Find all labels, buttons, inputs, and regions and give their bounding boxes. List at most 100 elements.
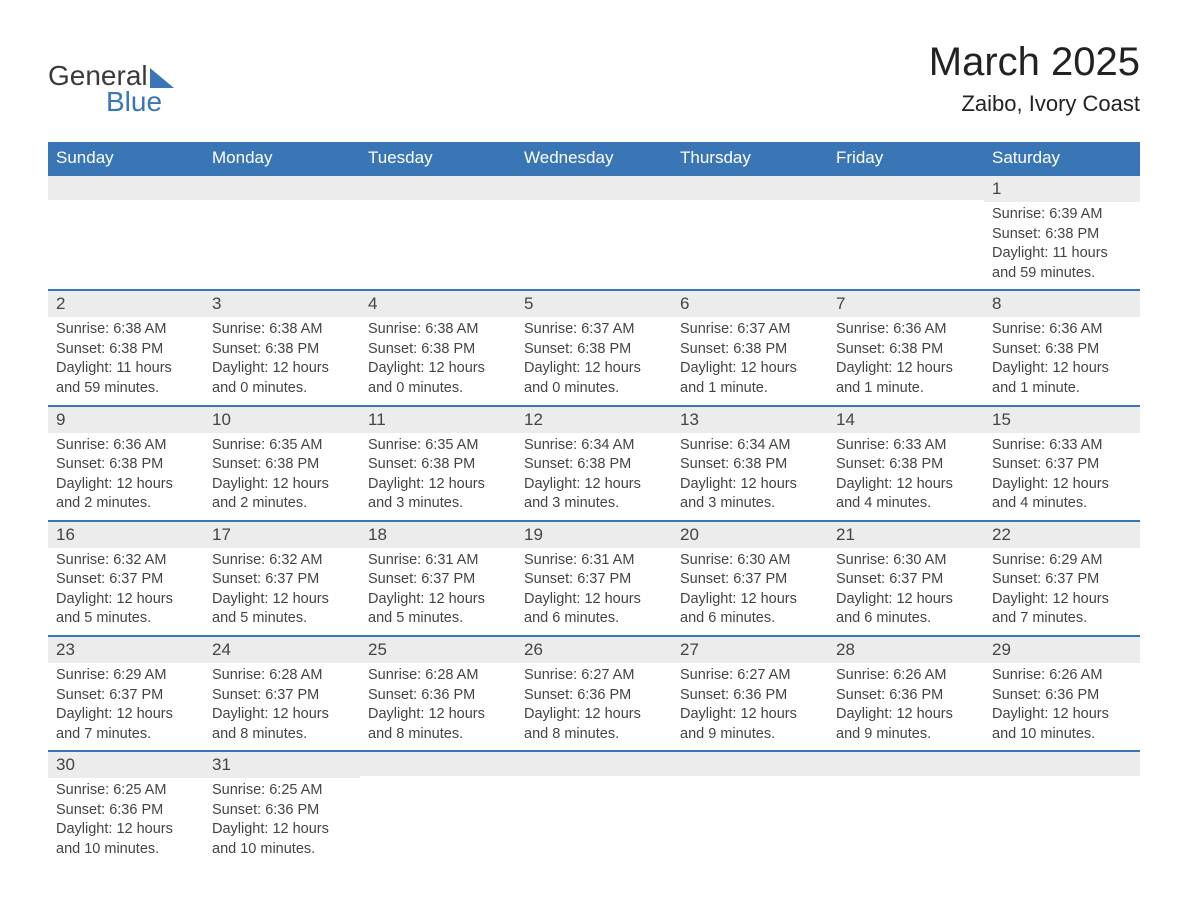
sunrise-text: Sunrise: 6:29 AM bbox=[992, 551, 1132, 571]
calendar-cell: 8Sunrise: 6:36 AMSunset: 6:38 PMDaylight… bbox=[984, 290, 1140, 405]
dayhead-wed: Wednesday bbox=[516, 142, 672, 175]
sunset-text: Sunset: 6:37 PM bbox=[368, 570, 508, 590]
day-number: 21 bbox=[828, 522, 984, 548]
day-number: 5 bbox=[516, 291, 672, 317]
dayhead-sat: Saturday bbox=[984, 142, 1140, 175]
calendar-cell: 16Sunrise: 6:32 AMSunset: 6:37 PMDayligh… bbox=[48, 521, 204, 636]
daylight-text: Daylight: 12 hours and 9 minutes. bbox=[680, 705, 820, 744]
daylight-text: Daylight: 12 hours and 5 minutes. bbox=[56, 590, 196, 629]
daylight-text: Daylight: 12 hours and 8 minutes. bbox=[212, 705, 352, 744]
sunset-text: Sunset: 6:38 PM bbox=[56, 455, 196, 475]
day-number: 25 bbox=[360, 637, 516, 663]
logo: General Blue bbox=[48, 60, 174, 118]
dayhead-fri: Friday bbox=[828, 142, 984, 175]
daylight-text: Daylight: 12 hours and 3 minutes. bbox=[368, 475, 508, 514]
calendar-cell: 11Sunrise: 6:35 AMSunset: 6:38 PMDayligh… bbox=[360, 406, 516, 521]
day-number: 6 bbox=[672, 291, 828, 317]
calendar-cell bbox=[828, 175, 984, 290]
sunrise-text: Sunrise: 6:33 AM bbox=[992, 436, 1132, 456]
sunrise-text: Sunrise: 6:26 AM bbox=[836, 666, 976, 686]
day-number: 9 bbox=[48, 407, 204, 433]
sunset-text: Sunset: 6:36 PM bbox=[680, 686, 820, 706]
calendar-cell bbox=[672, 751, 828, 865]
sunrise-text: Sunrise: 6:36 AM bbox=[56, 436, 196, 456]
daylight-text: Daylight: 12 hours and 3 minutes. bbox=[680, 475, 820, 514]
day-number: 16 bbox=[48, 522, 204, 548]
day-number: 30 bbox=[48, 752, 204, 778]
calendar-cell: 26Sunrise: 6:27 AMSunset: 6:36 PMDayligh… bbox=[516, 636, 672, 751]
day-number: 22 bbox=[984, 522, 1140, 548]
day-content bbox=[828, 776, 984, 846]
sunset-text: Sunset: 6:38 PM bbox=[680, 340, 820, 360]
daylight-text: Daylight: 11 hours and 59 minutes. bbox=[56, 359, 196, 398]
daylight-text: Daylight: 12 hours and 1 minute. bbox=[680, 359, 820, 398]
day-number: 17 bbox=[204, 522, 360, 548]
day-content bbox=[516, 200, 672, 270]
calendar-cell bbox=[360, 751, 516, 865]
day-content: Sunrise: 6:31 AMSunset: 6:37 PMDaylight:… bbox=[516, 548, 672, 635]
calendar-cell bbox=[360, 175, 516, 290]
day-content: Sunrise: 6:31 AMSunset: 6:37 PMDaylight:… bbox=[360, 548, 516, 635]
sunset-text: Sunset: 6:38 PM bbox=[524, 340, 664, 360]
calendar-cell bbox=[984, 751, 1140, 865]
day-content bbox=[48, 200, 204, 270]
calendar-cell: 18Sunrise: 6:31 AMSunset: 6:37 PMDayligh… bbox=[360, 521, 516, 636]
calendar-cell: 27Sunrise: 6:27 AMSunset: 6:36 PMDayligh… bbox=[672, 636, 828, 751]
sunset-text: Sunset: 6:37 PM bbox=[56, 570, 196, 590]
daylight-text: Daylight: 12 hours and 4 minutes. bbox=[836, 475, 976, 514]
calendar-cell: 14Sunrise: 6:33 AMSunset: 6:38 PMDayligh… bbox=[828, 406, 984, 521]
sunset-text: Sunset: 6:37 PM bbox=[992, 455, 1132, 475]
daylight-text: Daylight: 12 hours and 6 minutes. bbox=[524, 590, 664, 629]
day-content bbox=[204, 200, 360, 270]
day-content bbox=[360, 776, 516, 846]
header: General Blue March 2025 Zaibo, Ivory Coa… bbox=[48, 40, 1140, 118]
day-content: Sunrise: 6:36 AMSunset: 6:38 PMDaylight:… bbox=[984, 317, 1140, 404]
day-content: Sunrise: 6:36 AMSunset: 6:38 PMDaylight:… bbox=[828, 317, 984, 404]
sunrise-text: Sunrise: 6:32 AM bbox=[212, 551, 352, 571]
calendar-cell bbox=[672, 175, 828, 290]
daylight-text: Daylight: 12 hours and 3 minutes. bbox=[524, 475, 664, 514]
sunrise-text: Sunrise: 6:27 AM bbox=[680, 666, 820, 686]
sunrise-text: Sunrise: 6:25 AM bbox=[212, 781, 352, 801]
sunrise-text: Sunrise: 6:36 AM bbox=[992, 320, 1132, 340]
day-number: 13 bbox=[672, 407, 828, 433]
day-content: Sunrise: 6:35 AMSunset: 6:38 PMDaylight:… bbox=[360, 433, 516, 520]
day-content: Sunrise: 6:36 AMSunset: 6:38 PMDaylight:… bbox=[48, 433, 204, 520]
calendar-cell: 9Sunrise: 6:36 AMSunset: 6:38 PMDaylight… bbox=[48, 406, 204, 521]
day-number: 1 bbox=[984, 176, 1140, 202]
sunset-text: Sunset: 6:37 PM bbox=[56, 686, 196, 706]
dayhead-sun: Sunday bbox=[48, 142, 204, 175]
dayhead-thu: Thursday bbox=[672, 142, 828, 175]
sunrise-text: Sunrise: 6:35 AM bbox=[212, 436, 352, 456]
daylight-text: Daylight: 12 hours and 8 minutes. bbox=[524, 705, 664, 744]
day-number: 2 bbox=[48, 291, 204, 317]
calendar-cell bbox=[516, 175, 672, 290]
sunset-text: Sunset: 6:38 PM bbox=[56, 340, 196, 360]
daylight-text: Daylight: 12 hours and 2 minutes. bbox=[212, 475, 352, 514]
sunset-text: Sunset: 6:38 PM bbox=[680, 455, 820, 475]
sunrise-text: Sunrise: 6:27 AM bbox=[524, 666, 664, 686]
sunset-text: Sunset: 6:37 PM bbox=[212, 686, 352, 706]
day-number bbox=[516, 752, 672, 776]
title-block: March 2025 Zaibo, Ivory Coast bbox=[929, 40, 1140, 117]
day-content: Sunrise: 6:29 AMSunset: 6:37 PMDaylight:… bbox=[48, 663, 204, 750]
sunrise-text: Sunrise: 6:39 AM bbox=[992, 205, 1132, 225]
daylight-text: Daylight: 12 hours and 10 minutes. bbox=[992, 705, 1132, 744]
day-number: 10 bbox=[204, 407, 360, 433]
day-content: Sunrise: 6:28 AMSunset: 6:36 PMDaylight:… bbox=[360, 663, 516, 750]
daylight-text: Daylight: 12 hours and 0 minutes. bbox=[212, 359, 352, 398]
sunrise-text: Sunrise: 6:28 AM bbox=[368, 666, 508, 686]
day-content: Sunrise: 6:27 AMSunset: 6:36 PMDaylight:… bbox=[672, 663, 828, 750]
day-content: Sunrise: 6:38 AMSunset: 6:38 PMDaylight:… bbox=[48, 317, 204, 404]
day-content: Sunrise: 6:25 AMSunset: 6:36 PMDaylight:… bbox=[204, 778, 360, 865]
sunrise-text: Sunrise: 6:35 AM bbox=[368, 436, 508, 456]
sunrise-text: Sunrise: 6:36 AM bbox=[836, 320, 976, 340]
sunset-text: Sunset: 6:37 PM bbox=[992, 570, 1132, 590]
daylight-text: Daylight: 12 hours and 2 minutes. bbox=[56, 475, 196, 514]
day-number bbox=[828, 752, 984, 776]
day-content: Sunrise: 6:37 AMSunset: 6:38 PMDaylight:… bbox=[516, 317, 672, 404]
daylight-text: Daylight: 12 hours and 6 minutes. bbox=[836, 590, 976, 629]
sunset-text: Sunset: 6:36 PM bbox=[56, 801, 196, 821]
calendar-cell: 6Sunrise: 6:37 AMSunset: 6:38 PMDaylight… bbox=[672, 290, 828, 405]
daylight-text: Daylight: 12 hours and 10 minutes. bbox=[56, 820, 196, 859]
